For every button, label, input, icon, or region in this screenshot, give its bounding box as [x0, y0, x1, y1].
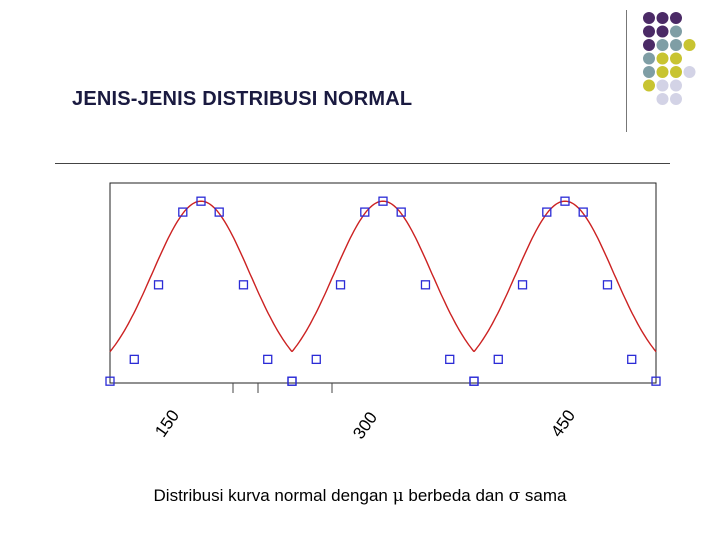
caption-text-1: Distribusi kurva normal dengan — [153, 486, 393, 505]
data-point — [153, 280, 164, 290]
series-curve-450 — [473, 200, 657, 353]
data-point — [542, 207, 552, 217]
data-point — [311, 354, 321, 365]
data-point — [178, 207, 188, 217]
data-point — [627, 354, 637, 365]
data-point — [445, 354, 455, 365]
data-point — [360, 207, 370, 217]
plot-frame — [109, 182, 657, 384]
x-tick-label: 450 — [547, 406, 579, 440]
data-point — [493, 354, 503, 365]
data-point — [651, 376, 661, 386]
caption-text-3: sama — [520, 486, 567, 505]
sigma-symbol: σ — [508, 486, 521, 506]
series-curve-150 — [109, 200, 293, 353]
data-point — [420, 280, 431, 290]
slide-caption: Distribusi kurva normal dengan μ berbeda… — [0, 486, 720, 506]
data-point — [196, 196, 206, 206]
data-point — [578, 207, 588, 217]
x-tick-label: 300 — [349, 408, 381, 442]
data-point — [469, 376, 479, 386]
mu-symbol: μ — [392, 486, 404, 506]
data-point — [287, 376, 297, 386]
slide-title: JENIS-JENIS DISTRIBUSI NORMAL — [72, 88, 413, 110]
data-point — [560, 196, 570, 206]
data-point — [517, 280, 528, 290]
decorative-vertical-line — [626, 10, 627, 132]
data-point — [287, 376, 297, 386]
data-point — [396, 207, 406, 217]
x-tick-label: 150 — [151, 406, 183, 440]
caption-text-2: berbeda dan — [403, 486, 509, 505]
data-point — [129, 354, 139, 365]
series-curve-300 — [291, 200, 475, 353]
data-point — [602, 280, 613, 290]
data-point — [469, 376, 479, 386]
data-point — [378, 196, 388, 206]
data-point — [335, 280, 346, 290]
data-point — [105, 376, 115, 386]
title-divider — [55, 163, 670, 164]
data-point — [238, 280, 249, 290]
data-point — [214, 207, 224, 217]
data-point — [263, 354, 273, 365]
